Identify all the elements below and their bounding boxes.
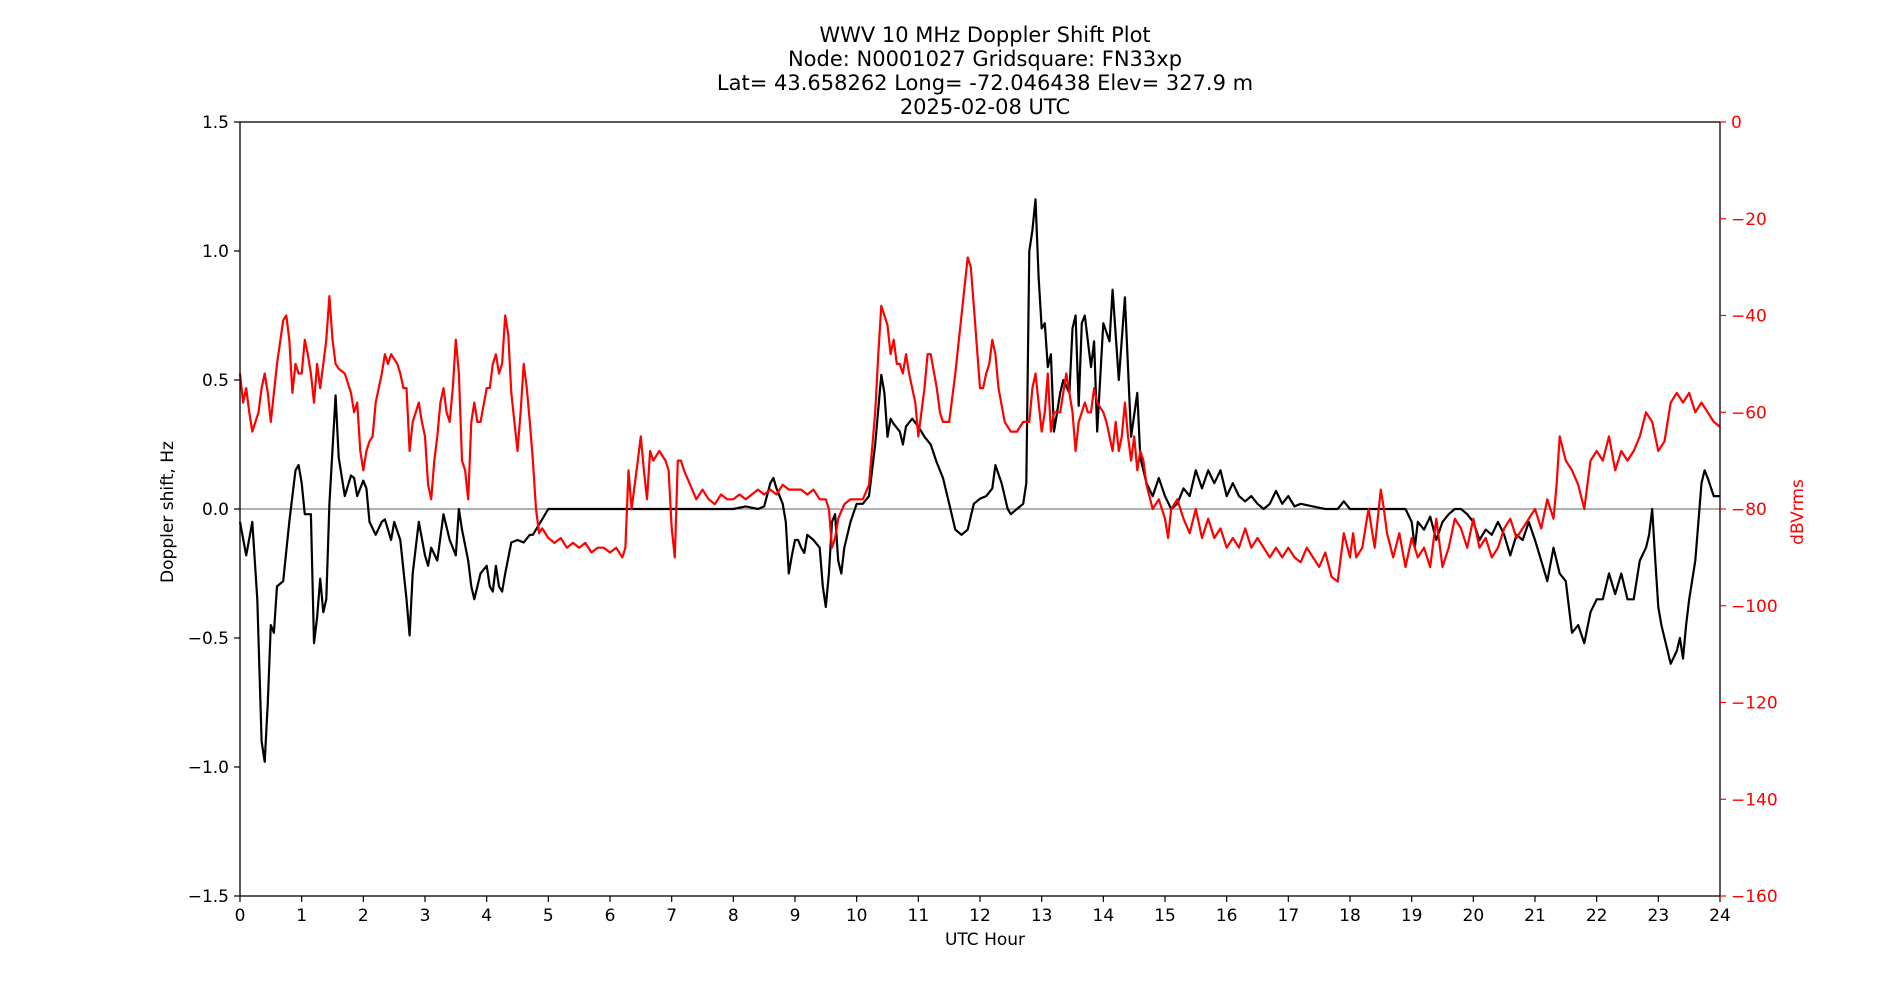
x-tick-label: 11 — [908, 906, 930, 926]
x-tick-label: 17 — [1278, 906, 1300, 926]
y-right-tick-label: −140 — [1731, 790, 1778, 810]
x-tick-label: 6 — [605, 906, 616, 926]
y-left-tick-label: 0.5 — [202, 371, 229, 391]
y-left-tick-label: 1.5 — [202, 113, 229, 133]
x-tick-label: 24 — [1709, 906, 1731, 926]
x-tick-label: 15 — [1154, 906, 1176, 926]
x-tick-label: 3 — [420, 906, 431, 926]
series-lines — [238, 198, 1721, 763]
x-tick-label: 13 — [1031, 906, 1053, 926]
y-left-tick-label: −1.5 — [188, 887, 229, 907]
y-right-axis-ticks: −160 −140 −120 −100 −80 −60 −40 −20 0 — [1720, 113, 1778, 907]
x-tick-label: 19 — [1401, 906, 1423, 926]
x-tick-label: 0 — [235, 906, 246, 926]
y-left-tick-label: −0.5 — [188, 629, 229, 649]
y-right-tick-label: −80 — [1731, 500, 1767, 520]
x-tick-label: 18 — [1339, 906, 1361, 926]
y-left-tick-label: 0.0 — [202, 500, 229, 520]
y-right-tick-label: −120 — [1731, 694, 1778, 714]
x-tick-label: 20 — [1463, 906, 1485, 926]
x-tick-label: 1 — [296, 906, 307, 926]
y-left-tick-label: 1.0 — [202, 242, 229, 262]
chart-title: WWV 10 MHz Doppler Shift Plot Node: N000… — [717, 23, 1253, 119]
y-left-tick-label: −1.0 — [188, 758, 229, 778]
x-tick-label: 7 — [666, 906, 677, 926]
power-series-line — [238, 256, 1721, 583]
x-tick-label: 14 — [1093, 906, 1115, 926]
x-tick-label: 2 — [358, 906, 369, 926]
x-tick-label: 5 — [543, 906, 554, 926]
x-axis-label: UTC Hour — [945, 930, 1025, 950]
x-tick-label: 21 — [1524, 906, 1546, 926]
y-right-tick-label: −40 — [1731, 307, 1767, 327]
y-right-tick-label: 0 — [1731, 113, 1742, 133]
x-tick-label: 12 — [969, 906, 991, 926]
y-left-axis-ticks: −1.5 −1.0 −0.5 0.0 0.5 1.0 1.5 — [188, 113, 240, 907]
x-axis-ticks: 0 1 2 3 4 5 6 7 8 9 10 11 12 13 14 15 16 17 18 19 20 21 22 23 24 — [235, 896, 1731, 926]
y-right-tick-label: −60 — [1731, 403, 1767, 423]
y-left-axis-label: Doppler shift, Hz — [158, 441, 178, 583]
title-line-2: Node: N0001027 Gridsquare: FN33xp — [788, 47, 1182, 71]
x-tick-label: 22 — [1586, 906, 1608, 926]
x-tick-label: 23 — [1648, 906, 1670, 926]
x-tick-label: 4 — [481, 906, 492, 926]
x-tick-label: 10 — [846, 906, 868, 926]
y-right-tick-label: −20 — [1731, 210, 1767, 230]
y-right-tick-label: −160 — [1731, 887, 1778, 907]
title-line-4: 2025-02-08 UTC — [900, 95, 1070, 119]
x-tick-label: 9 — [790, 906, 801, 926]
title-line-1: WWV 10 MHz Doppler Shift Plot — [819, 23, 1150, 47]
x-tick-label: 16 — [1216, 906, 1238, 926]
y-right-axis-label: dBVrms — [1788, 479, 1808, 545]
title-line-3: Lat= 43.658262 Long= -72.046438 Elev= 32… — [717, 71, 1253, 95]
x-tick-label: 8 — [728, 906, 739, 926]
doppler-series-line — [238, 198, 1720, 763]
y-right-tick-label: −100 — [1731, 597, 1778, 617]
